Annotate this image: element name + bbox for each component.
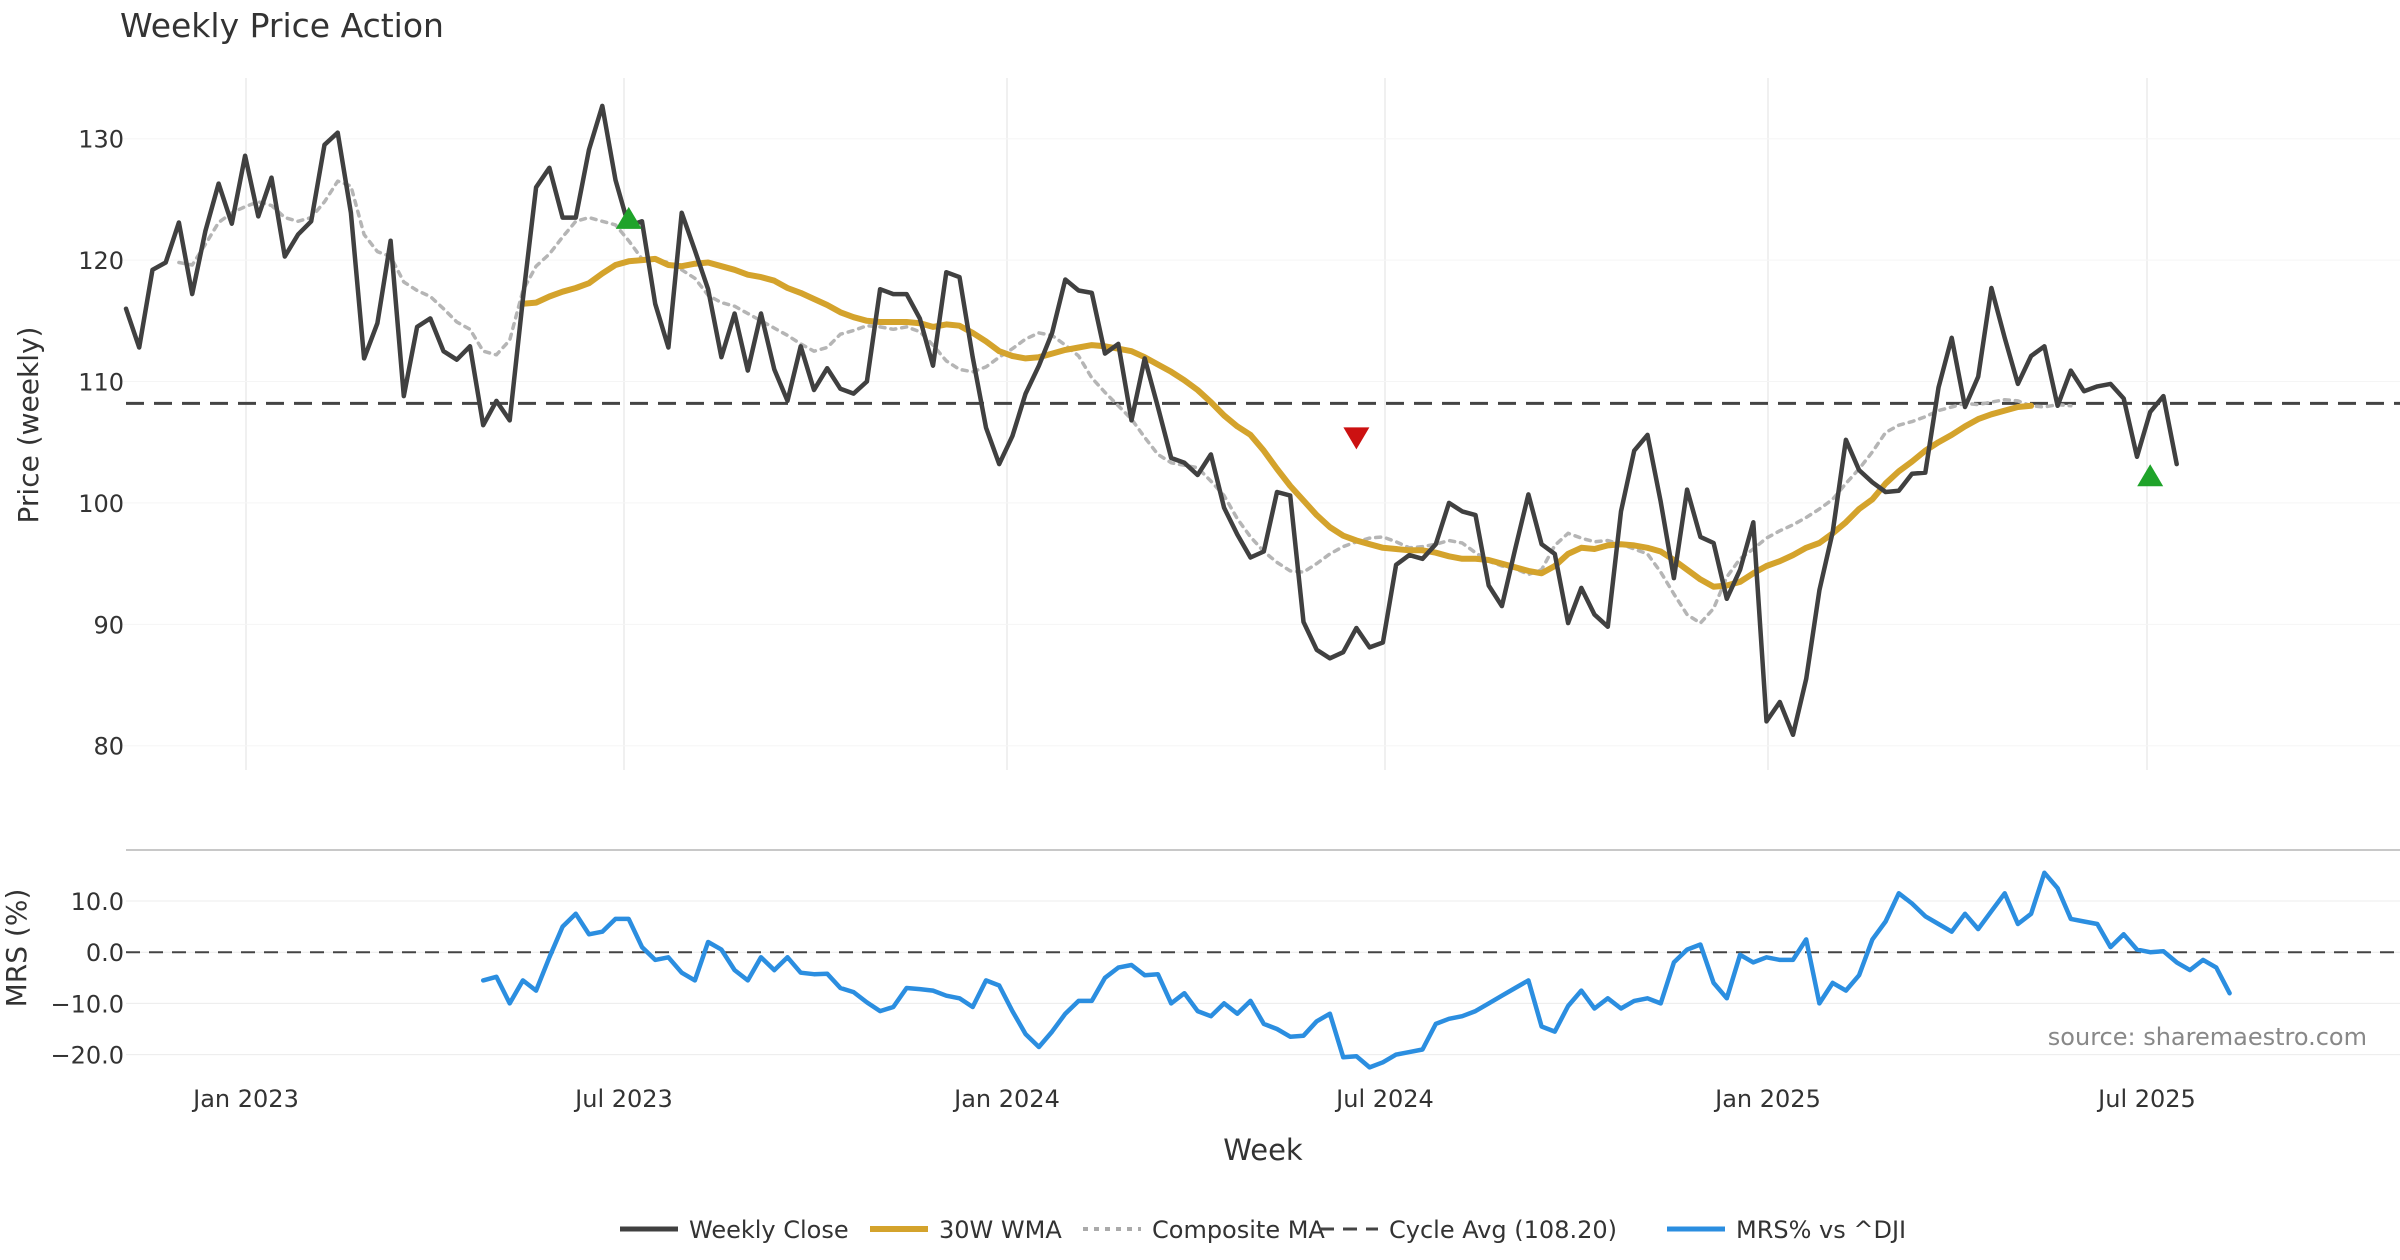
price-y-tick-label: 100 [78,490,124,518]
legend-label: MRS% vs ^DJI [1736,1216,1906,1244]
x-tick-label: Jul 2024 [1334,1085,1434,1113]
price-y-tick-label: 130 [78,126,124,154]
legend-label: 30W WMA [939,1216,1062,1244]
x-tick-label: Jan 2025 [1713,1085,1821,1113]
mrs-y-tick-label: −10.0 [50,990,124,1018]
source-label: source: sharemaestro.com [2048,1023,2367,1051]
series-layer [123,103,2232,1070]
price-y-axis-label: Price (weekly) [12,327,45,524]
legend-label: Composite MA [1152,1216,1325,1244]
x-tick-label: Jul 2025 [2096,1085,2196,1113]
mrs-y-axis-label: MRS (%) [0,889,33,1008]
mrs-y-tick-label: 10.0 [71,888,124,916]
legend-label: Cycle Avg (108.20) [1389,1216,1617,1244]
grid-layer [120,78,2400,1056]
x-axis-label: Week [1223,1133,1303,1167]
axis-labels: Jan 2023 Jul 2023 Jan 2024 Jul 2024 Jan 2025… [50,126,2195,1113]
buy-signal-marker [2137,464,2164,487]
x-tick-label: Jan 2023 [191,1085,299,1113]
weekly-close-line [123,103,2179,738]
price-y-tick-label: 80 [93,733,124,761]
signal-markers [615,206,2164,487]
legend-label: Weekly Close [689,1216,849,1244]
buy-signal-marker [615,206,642,229]
mrs-y-tick-label: −20.0 [50,1042,124,1070]
reference-lines [126,401,2400,954]
price-y-tick-label: 90 [93,611,124,639]
mrs-y-tick-label: 0.0 [86,939,124,967]
wma30-line [519,255,2035,590]
price-y-tick-label: 120 [78,247,124,275]
mrs-line [480,870,2232,1070]
legend: Weekly Close 30W WMA Composite MA Cycle Avg… [620,1216,1906,1244]
x-tick-label: Jan 2024 [952,1085,1060,1113]
chart-title: Weekly Price Action [120,6,444,45]
sell-signal-marker [1343,427,1370,450]
x-tick-label: Jul 2023 [573,1085,673,1113]
price-y-tick-label: 110 [78,369,124,397]
